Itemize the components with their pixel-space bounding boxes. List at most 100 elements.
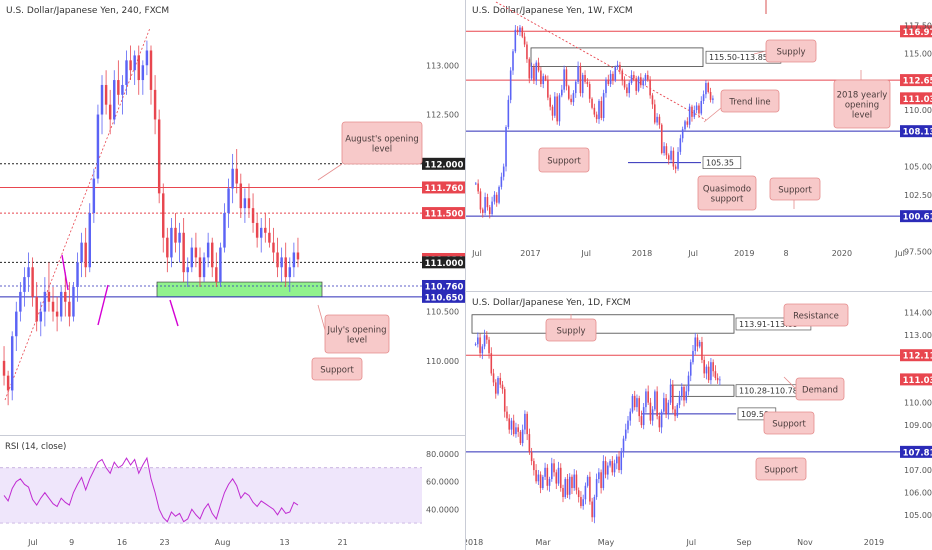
d1-candle [584, 485, 587, 500]
h4-candle [264, 227, 267, 233]
d1-candle [506, 411, 508, 419]
daily-chart[interactable]: U.S. Dollar/Japanese Yen, 1D, FXCM 112.1 1… [466, 292, 932, 550]
w1-price-tag-bg [900, 92, 932, 105]
w1-xtick: Jul [580, 249, 591, 258]
rsi-ytick: 60.0000 [426, 478, 459, 487]
d1-candle [524, 413, 526, 430]
d1-candle [714, 371, 717, 378]
d1-candle [483, 335, 486, 347]
w1-annotation-quasimodo: Quasimodo support [703, 185, 751, 205]
w1-candle [519, 27, 521, 33]
rsi-ytick: 40.0000 [426, 505, 459, 514]
w1-candle [688, 106, 691, 125]
d1-candle [701, 341, 703, 360]
d1-callout-pointer [783, 376, 797, 390]
rsi-chart[interactable]: RSI (14, close) 80.0000 60.0000 40.0000 Jul 9… [0, 435, 465, 550]
h4-price-tag: 111.500 [425, 210, 464, 220]
h4-candle [166, 237, 169, 258]
d1-annotation-resistance: Resistance [793, 312, 839, 322]
d1-ytick: 106.000 [904, 489, 932, 498]
d1-candle [698, 341, 701, 347]
h4-candle [80, 242, 83, 263]
h4-candle [15, 311, 18, 337]
h4-candle [182, 232, 185, 273]
w1-title: U.S. Dollar/Japanese Yen, 1W, FXCM [472, 6, 633, 16]
d1-candle [557, 467, 560, 484]
w1-candle [658, 116, 661, 125]
d1-xtick: Nov [797, 538, 813, 547]
w1-candle [621, 70, 624, 81]
panel-divider-horizontal [466, 291, 932, 292]
w1-candle [528, 59, 531, 79]
w1-qm-label-box [702, 156, 742, 169]
w1-price-tag: 100.610 [903, 213, 932, 223]
h4-price-tag: 110.650 [425, 293, 464, 303]
d1-candle [517, 427, 519, 432]
h4-candle [39, 311, 43, 322]
h4-chart-panel[interactable]: U.S. Dollar/Japanese Yen, 240, FXCM 112.0… [0, 0, 465, 435]
w1-candle [712, 98, 714, 100]
h4-candle [194, 247, 198, 258]
d1-candle [586, 476, 589, 486]
rsi-panel[interactable]: RSI (14, close) 80.0000 60.0000 40.0000 Jul 9… [0, 435, 465, 550]
d1-candle [595, 479, 598, 498]
w1-candle [644, 75, 647, 81]
w1-candle [686, 121, 689, 125]
rsi-band [0, 467, 422, 524]
d1-candle [672, 384, 674, 410]
h4-arrow [169, 299, 179, 327]
d1-candle [629, 411, 632, 421]
w1-price-tag-bg [900, 74, 932, 87]
d1-price-tag: 112.110 [903, 352, 932, 362]
w1-ytick: 117.500 [904, 21, 932, 30]
w1-candle [649, 79, 651, 96]
weekly-chart[interactable]: U.S. Dollar/Japanese Yen, 1W, FXCM 116.97… [466, 0, 932, 291]
w1-candle [602, 93, 605, 118]
w1-candle [556, 96, 558, 122]
d1-candle [703, 359, 705, 374]
d1-chart-panel[interactable]: U.S. Dollar/Japanese Yen, 1D, FXCM 112.1 1… [466, 292, 932, 550]
w1-candle [637, 77, 640, 91]
d1-candle [689, 362, 692, 376]
d1-candle [678, 395, 681, 405]
d1-candle [546, 467, 549, 486]
w1-candle [642, 80, 644, 86]
w1-xtick: 8 [784, 249, 789, 258]
w1-candle [607, 79, 610, 85]
d1-candle [503, 389, 506, 412]
h4-candle [219, 247, 222, 283]
rsi-ytick: 80.0000 [426, 450, 459, 459]
d1-candle [618, 456, 620, 471]
w1-price-tag-bg [900, 125, 932, 138]
w1-chart-panel[interactable]: U.S. Dollar/Japanese Yen, 1W, FXCM 116.97… [466, 0, 932, 291]
h4-candle [84, 242, 87, 268]
w1-candle [547, 79, 549, 98]
d1-candle [537, 474, 540, 482]
w1-candle [516, 29, 519, 33]
w1-candle [507, 99, 510, 127]
w1-candle [526, 44, 528, 60]
w1-annotation-trendline-box [720, 89, 780, 113]
h4-candle [239, 183, 243, 209]
h4-chart[interactable]: U.S. Dollar/Japanese Yen, 240, FXCM 112.0… [0, 0, 465, 435]
d1-candle [636, 398, 638, 408]
w1-candle [505, 127, 507, 167]
h4-ytick: 110.500 [426, 308, 459, 317]
d1-candle [640, 416, 643, 426]
w1-candle [600, 101, 603, 118]
h4-ytick: 110.000 [426, 357, 459, 366]
d1-ytick: 107.000 [904, 466, 932, 475]
w1-ytick: 105.000 [904, 163, 932, 172]
d1-demand-zone [670, 384, 735, 397]
d1-candle [559, 467, 562, 489]
d1-candle [497, 377, 499, 394]
h4-trend-line [4, 27, 151, 401]
w1-candle [635, 78, 637, 91]
w1-candle [677, 151, 679, 169]
h4-price-tag-bg [422, 290, 465, 303]
w1-candle [491, 201, 493, 215]
d1-candle [692, 350, 694, 363]
w1-candle [502, 166, 505, 177]
rsi-title: RSI (14, close) [5, 442, 66, 452]
d1-candle [654, 391, 656, 410]
